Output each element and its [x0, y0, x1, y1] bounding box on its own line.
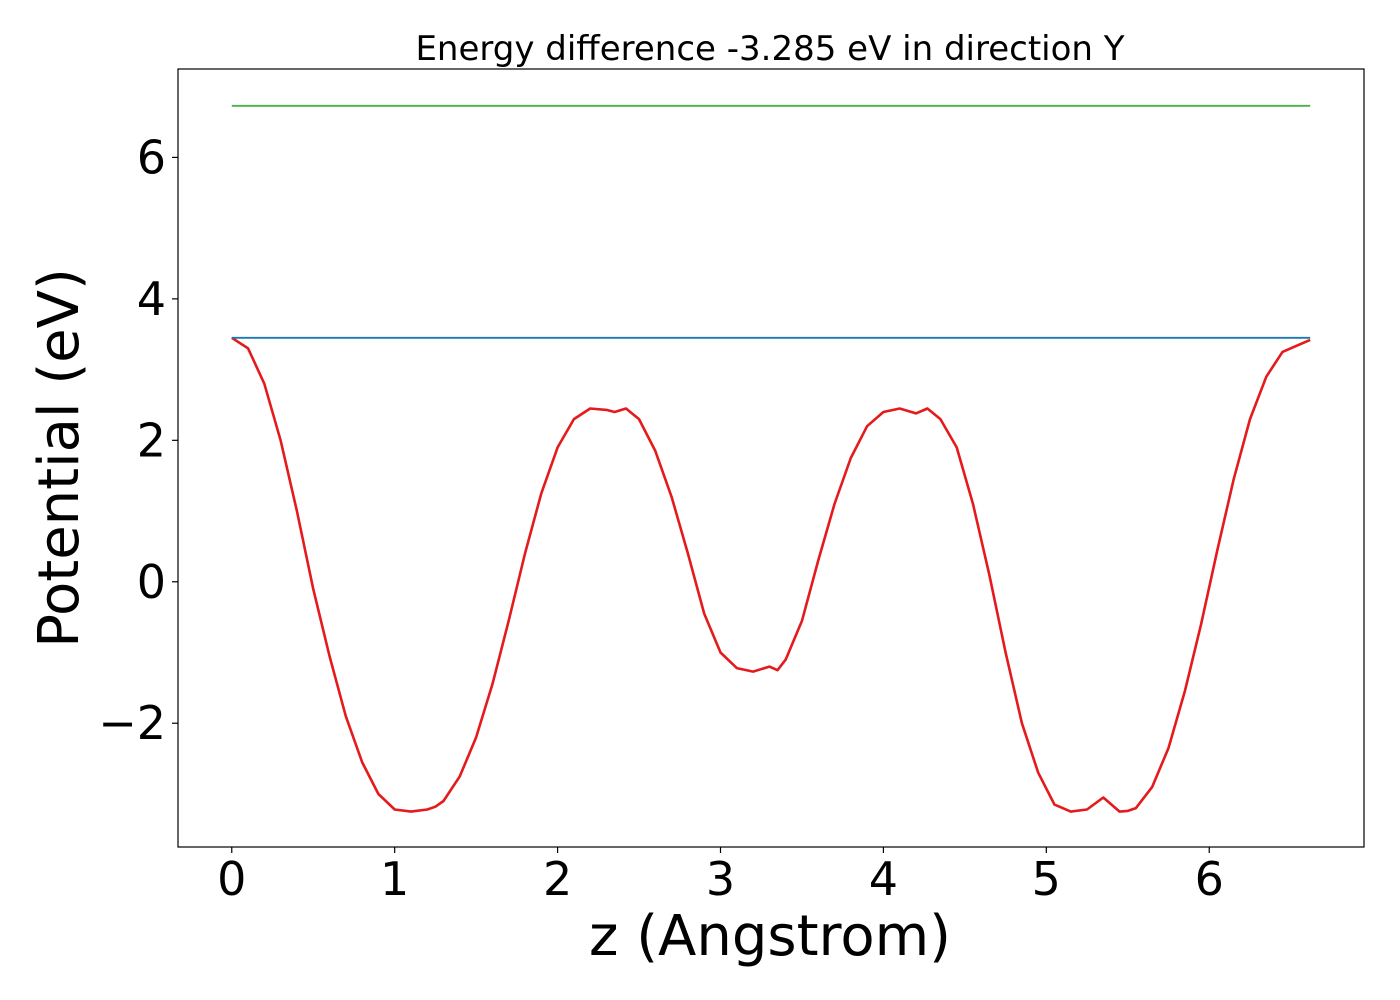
- y-axis-label: Potential (eV): [27, 268, 92, 648]
- x-tick-label: 4: [869, 852, 898, 906]
- x-tick-label: 0: [217, 852, 246, 906]
- plot-area-frame: [177, 68, 1365, 848]
- x-tick-label: 2: [543, 852, 572, 906]
- series-line-1: [231, 336, 1311, 813]
- y-tick-label: 6: [137, 130, 166, 184]
- y-tick-label: 0: [137, 555, 166, 609]
- y-tick-label: 2: [137, 413, 166, 467]
- x-tick-label: 5: [1032, 852, 1061, 906]
- y-tick-label: 4: [137, 272, 166, 326]
- x-axis-ticks: 0 1 2 3 4 5 6: [217, 847, 1224, 906]
- x-tick-label: 1: [380, 852, 409, 906]
- y-tick-label: −2: [98, 696, 166, 750]
- x-tick-label: 6: [1195, 852, 1224, 906]
- y-axis-ticks: −2 0 2 4 6: [98, 130, 178, 750]
- chart-title: Energy difference -3.285 eV in direction…: [415, 29, 1124, 69]
- x-axis-label: z (Angstrom): [589, 904, 951, 969]
- series-layer: [231, 104, 1311, 813]
- x-tick-label: 3: [706, 852, 735, 906]
